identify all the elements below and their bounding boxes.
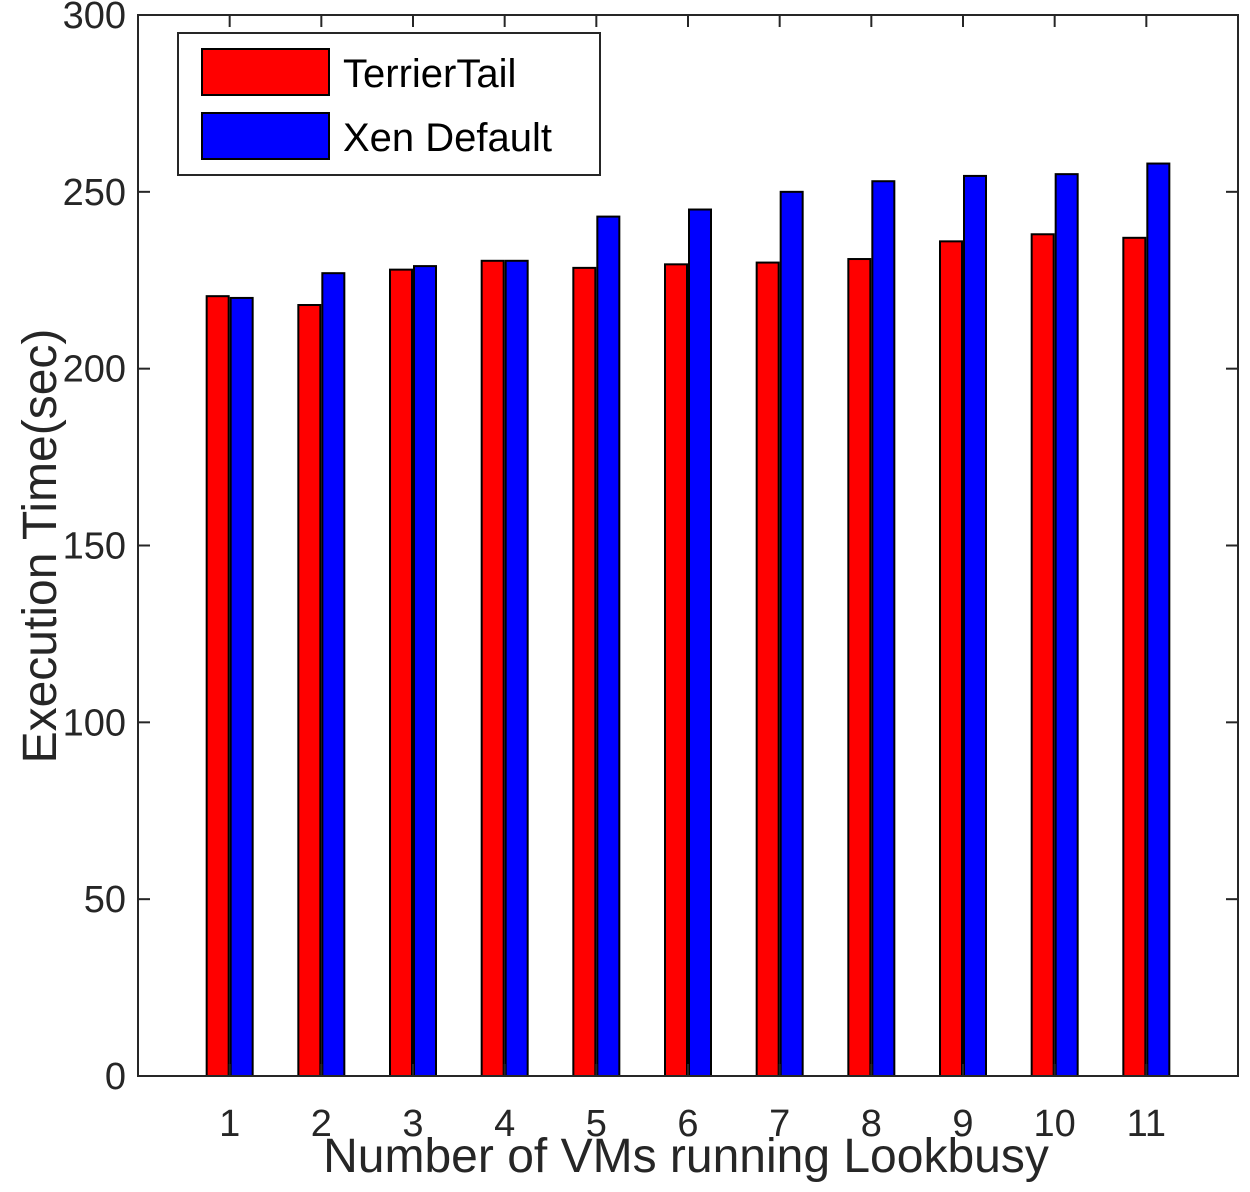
- bar-xen-default-11: [1146, 162, 1171, 1078]
- bar-terriertail-1: [205, 295, 230, 1078]
- bar-terriertail-2: [297, 304, 322, 1077]
- bar-terriertail-8: [847, 258, 872, 1077]
- y-tick-label: 0: [105, 1056, 126, 1098]
- x-tick-label: 6: [677, 1103, 698, 1145]
- bar-xen-default-9: [963, 174, 987, 1077]
- legend-label-terriertail: TerrierTail: [343, 52, 516, 96]
- bar-terriertail-10: [1030, 233, 1055, 1078]
- x-tick-label: 7: [769, 1103, 790, 1145]
- x-tick-label: 9: [952, 1103, 973, 1145]
- legend-label-xen-default: Xen Default: [343, 116, 552, 160]
- y-axis-title: Execution Time(sec): [14, 329, 67, 764]
- y-tick-label: 150: [63, 526, 126, 568]
- bars-layer: [205, 162, 1171, 1078]
- axes-layer: 0 50 100 150 200 250 300 1 2 3 4 5 6 7 8 9 10 11: [63, 0, 1239, 1145]
- legend: TerrierTail Xen Default: [177, 32, 601, 176]
- y-tick-label: 50: [84, 879, 126, 921]
- x-tick-label: 8: [861, 1103, 882, 1145]
- x-axis-title: Number of VMs running Lookbusy: [323, 1130, 1049, 1183]
- bar-xen-default-2: [321, 272, 346, 1077]
- bar-xen-default-1: [229, 296, 254, 1077]
- bar-xen-default-6: [688, 208, 712, 1077]
- x-tick-label: 4: [494, 1103, 515, 1145]
- y-tick-label: 100: [63, 702, 126, 744]
- bar-terriertail-5: [572, 266, 597, 1078]
- x-tick-label: 2: [311, 1103, 332, 1145]
- x-tick-label: 11: [1127, 1103, 1166, 1145]
- bar-terriertail-4: [480, 259, 505, 1077]
- bar-xen-default-7: [779, 190, 804, 1078]
- bar-terriertail-6: [664, 263, 688, 1077]
- bar-xen-default-3: [413, 265, 437, 1077]
- bar-xen-default-5: [596, 215, 621, 1077]
- bar-xen-default-8: [871, 180, 896, 1077]
- legend-swatch-xen-default: [201, 112, 330, 160]
- bar-xen-default-4: [504, 259, 529, 1077]
- x-tick-label: 3: [402, 1103, 423, 1145]
- y-tick-label: 250: [63, 172, 126, 214]
- x-tick-label: 1: [219, 1103, 240, 1145]
- y-tick-label: 200: [63, 349, 126, 391]
- x-tick-label: 10: [1034, 1103, 1076, 1145]
- bar-terriertail-9: [939, 240, 963, 1077]
- legend-swatch-terriertail: [201, 48, 330, 96]
- x-tick-label: 5: [586, 1103, 607, 1145]
- bar-terriertail-3: [389, 268, 413, 1077]
- y-tick-label: 300: [63, 0, 126, 37]
- bar-terriertail-11: [1122, 236, 1147, 1077]
- bar-xen-default-10: [1054, 173, 1079, 1077]
- bar-terriertail-7: [755, 261, 780, 1078]
